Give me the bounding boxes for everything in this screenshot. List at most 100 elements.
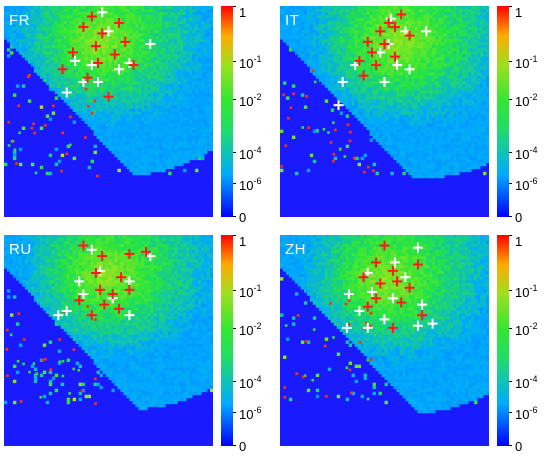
heatmap-cell: [330, 33, 335, 37]
heatmap-cell: [99, 126, 103, 130]
heatmap-cell: [201, 45, 205, 49]
heatmap-cell: [138, 72, 142, 76]
heatmap-cell: [330, 45, 335, 49]
heatmap-cell: [432, 63, 436, 67]
heatmap-cell: [108, 75, 112, 79]
heatmap-cell: [147, 99, 151, 103]
heatmap-cell: [150, 138, 154, 143]
heatmap-cell: [351, 39, 356, 43]
heatmap-cell: [126, 108, 130, 112]
heatmap-cell: [414, 30, 418, 34]
heatmap-cell: [369, 87, 373, 91]
heatmap-cell: [156, 138, 160, 143]
heatmap-cell: [99, 21, 103, 25]
heatmap-cell: [366, 60, 370, 64]
heatmap-cell: [339, 15, 344, 19]
heatmap-cell: [369, 120, 373, 124]
heatmap-cell: [360, 21, 364, 25]
heatmap-cell: [300, 54, 305, 58]
heatmap-cell: [141, 135, 145, 140]
heatmap-cell: [312, 36, 317, 40]
heatmap-cell: [165, 153, 169, 158]
heatmap-cell: [174, 63, 178, 67]
heatmap-cell: [105, 90, 109, 94]
heatmap-cell: [303, 30, 308, 34]
heatmap-cell: [36, 18, 41, 22]
heatmap-cell: [186, 90, 190, 94]
heatmap-cell: [348, 87, 353, 91]
heatmap-cell: [357, 48, 362, 52]
heatmap-cell: [48, 54, 53, 58]
heatmap-cell: [108, 108, 112, 112]
heatmap-cell: [426, 84, 430, 88]
heatmap-cell: [93, 120, 97, 124]
heatmap-cell: [159, 93, 163, 97]
heatmap-cell: [105, 54, 109, 58]
heatmap-cell: [159, 54, 163, 58]
heatmap-cell: [177, 147, 181, 152]
heatmap-cell: [135, 69, 139, 73]
heatmap-cell: [180, 153, 184, 158]
heatmap-cell: [168, 147, 172, 152]
heatmap-cell: [81, 108, 86, 112]
heatmap-cell: [174, 75, 178, 79]
heatmap-cell: [411, 132, 415, 137]
heatmap-cell: [63, 18, 68, 22]
heatmap-cell: [369, 6, 373, 10]
heatmap-cell: [75, 60, 80, 64]
heatmap-cell: [84, 42, 88, 46]
heatmap-cell: [192, 78, 196, 82]
heatmap-cell: [183, 123, 187, 127]
heatmap-cell: [72, 84, 77, 88]
heatmap-cell: [120, 48, 124, 52]
heatmap-cell: [30, 42, 35, 46]
heatmap-cell: [210, 36, 213, 40]
heatmap-cell: [351, 72, 356, 76]
heatmap-cell: [135, 102, 139, 106]
heatmap-cell: [396, 105, 400, 109]
heatmap-cell: [342, 93, 347, 97]
heatmap-cell: [102, 120, 106, 124]
heatmap-cell: [153, 123, 157, 127]
heatmap-cell: [90, 6, 94, 10]
heatmap-cell: [378, 15, 382, 19]
heatmap-cell: [192, 114, 196, 118]
heatmap-cell: [54, 72, 59, 76]
heatmap-cell: [189, 111, 193, 115]
heatmap-cell: [414, 15, 418, 19]
heatmap-cell: [198, 6, 202, 10]
heatmap-cell: [93, 51, 97, 55]
heatmap-cell: [126, 78, 130, 82]
heatmap-cell: [75, 102, 80, 106]
heatmap-cell: [177, 141, 181, 146]
heatmap-cell: [327, 84, 332, 88]
heatmap-cell: [342, 30, 347, 34]
heatmap-cell: [201, 21, 205, 25]
heatmap-cell: [393, 129, 397, 133]
heatmap-cell: [162, 15, 166, 19]
heatmap-cell: [405, 132, 409, 137]
heatmap-cell: [93, 144, 97, 149]
heatmap-cell: [384, 123, 388, 127]
heatmap-cell: [207, 117, 211, 121]
heatmap-cell: [204, 126, 208, 130]
heatmap-cell: [153, 57, 157, 61]
heatmap-cell: [78, 42, 83, 46]
heatmap-cell: [57, 63, 62, 67]
heatmap-cell: [402, 57, 406, 61]
heatmap-cell: [357, 81, 362, 85]
heatmap-cell: [207, 51, 211, 55]
heatmap-cell: [144, 99, 148, 103]
heatmap-cell: [147, 138, 151, 143]
heatmap-cell: [192, 132, 196, 137]
heatmap-cell: [426, 78, 430, 82]
heatmap-cell: [351, 87, 356, 91]
heatmap-cell: [162, 153, 166, 158]
heatmap-cell: [66, 60, 71, 64]
heatmap-cell: [93, 39, 97, 43]
heatmap-cell: [108, 138, 112, 143]
heatmap-cell: [420, 162, 424, 167]
red-cross-marker: [90, 41, 101, 52]
heatmap-cell: [150, 36, 154, 40]
heatmap-cell: [387, 9, 391, 13]
